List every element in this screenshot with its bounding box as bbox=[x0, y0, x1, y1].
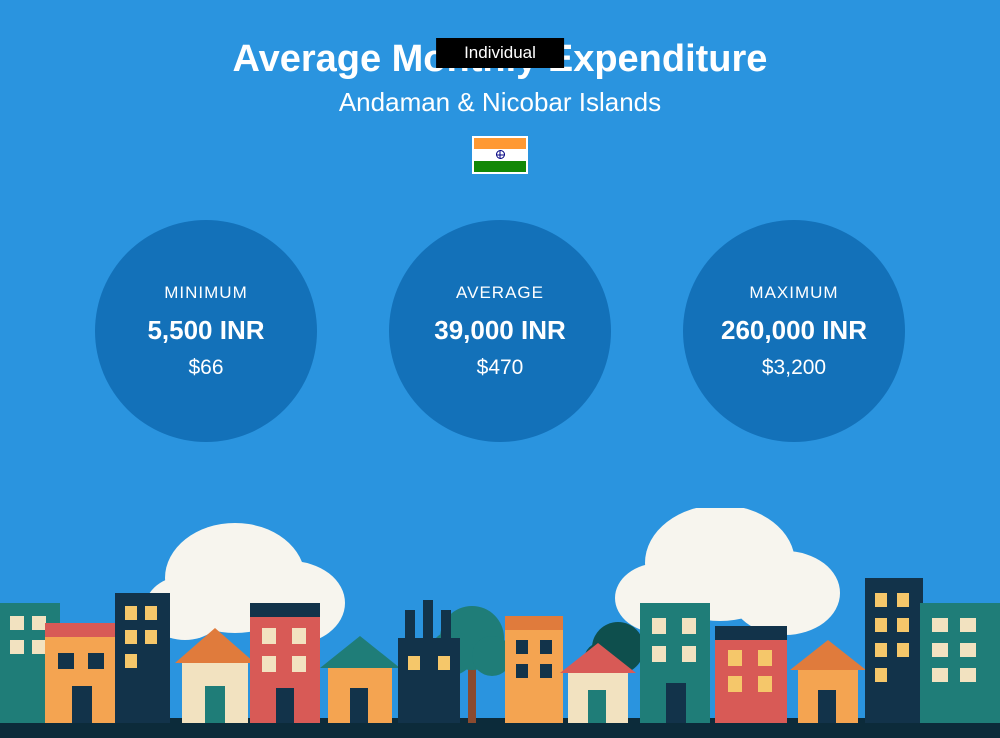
house-icon bbox=[175, 628, 255, 723]
category-badge: Individual bbox=[436, 38, 564, 68]
stat-circle-average: AVERAGE 39,000 INR $470 bbox=[389, 220, 611, 442]
stat-value-usd: $470 bbox=[477, 356, 524, 380]
stat-circle-maximum: MAXIMUM 260,000 INR $3,200 bbox=[683, 220, 905, 442]
stat-label: AVERAGE bbox=[456, 283, 544, 303]
stat-label: MINIMUM bbox=[164, 283, 247, 303]
building-icon bbox=[505, 616, 563, 723]
stat-label: MAXIMUM bbox=[749, 283, 838, 303]
building-icon bbox=[115, 593, 170, 723]
stat-value-usd: $3,200 bbox=[762, 356, 826, 380]
house-icon bbox=[320, 636, 400, 723]
flag-white-stripe bbox=[474, 149, 526, 160]
building-icon bbox=[398, 600, 460, 723]
stat-circle-minimum: MINIMUM 5,500 INR $66 bbox=[95, 220, 317, 442]
building-icon bbox=[715, 626, 787, 723]
india-flag-icon bbox=[472, 136, 528, 174]
house-icon bbox=[790, 640, 866, 723]
building-icon bbox=[640, 603, 710, 723]
ashoka-chakra-icon bbox=[496, 150, 505, 159]
building-icon bbox=[250, 603, 320, 723]
stat-circles-row: MINIMUM 5,500 INR $66 AVERAGE 39,000 INR… bbox=[0, 220, 1000, 442]
stat-value-inr: 260,000 INR bbox=[721, 315, 867, 346]
building-icon bbox=[920, 603, 1000, 723]
building-icon bbox=[45, 623, 120, 723]
flag-saffron-stripe bbox=[474, 138, 526, 149]
building-icon bbox=[865, 578, 923, 723]
cityscape-illustration bbox=[0, 508, 1000, 738]
stat-value-usd: $66 bbox=[188, 356, 223, 380]
stat-value-inr: 5,500 INR bbox=[147, 315, 264, 346]
stat-value-inr: 39,000 INR bbox=[434, 315, 566, 346]
flag-green-stripe bbox=[474, 161, 526, 172]
page-subtitle: Andaman & Nicobar Islands bbox=[0, 87, 1000, 118]
